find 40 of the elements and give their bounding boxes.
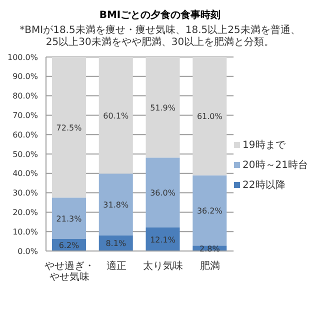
- bar: [192, 175, 227, 246]
- bar: [146, 57, 180, 158]
- data-label: 61.0%: [196, 112, 223, 122]
- y-tick-label: 80.0%: [12, 92, 38, 101]
- data-label: 12.1%: [150, 235, 176, 244]
- legend-label: 19時まで: [242, 138, 286, 152]
- x-tick-label: やせ過ぎ・やせ気味: [44, 261, 94, 283]
- data-label: 36.2%: [196, 206, 223, 216]
- y-tick-label: 50.0%: [12, 150, 38, 159]
- chart-subtitle: *BMIが18.5未満を痩せ・痩せ気味、18.5以上25未満を普通、25以上30未満をやや肥満、30以上を肥満と分類。: [18, 25, 302, 49]
- data-label: 51.9%: [150, 103, 176, 112]
- x-tick-label: 適正: [106, 260, 126, 272]
- y-tick-label: 0.0%: [18, 246, 38, 256]
- data-label: 60.1%: [103, 111, 129, 120]
- x-tick-label: 太り気味: [143, 260, 184, 272]
- data-label: 8.1%: [106, 239, 126, 248]
- y-tick-label: 60.0%: [12, 130, 38, 140]
- bar: [98, 174, 133, 236]
- data-label: 31.8%: [103, 200, 129, 210]
- chart-title: BMIごとの夕食の食事時刻: [98, 8, 222, 22]
- data-label: 36.0%: [150, 188, 176, 198]
- y-tick-label: 40.0%: [12, 169, 38, 178]
- data-label: 21.3%: [56, 214, 82, 224]
- bar: [146, 158, 180, 228]
- bar: [98, 57, 133, 174]
- data-label: 72.5%: [56, 123, 82, 132]
- y-tick-label: 100.0%: [7, 52, 38, 62]
- x-tick-label: 肥満: [200, 260, 220, 272]
- y-tick-label: 10.0%: [12, 227, 38, 236]
- y-tick-label: 90.0%: [12, 72, 38, 82]
- y-tick-label: 70.0%: [12, 111, 38, 120]
- legend-label: 20時～21時台: [242, 158, 308, 172]
- legend-label: 22時以降: [242, 178, 286, 192]
- data-label: 6.2%: [58, 240, 80, 250]
- bar: [192, 57, 227, 176]
- y-tick-label: 30.0%: [12, 188, 38, 198]
- y-tick-label: 20.0%: [12, 208, 38, 218]
- bar: [52, 57, 86, 198]
- bar: [146, 228, 180, 251]
- bar: [52, 198, 86, 239]
